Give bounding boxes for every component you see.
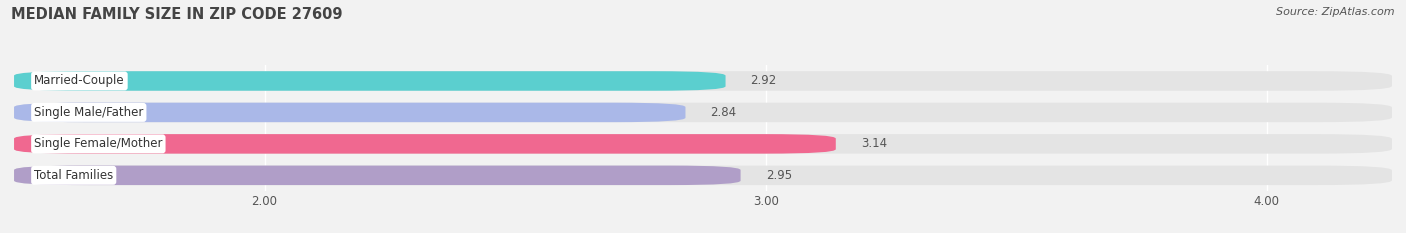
Text: Single Female/Mother: Single Female/Mother bbox=[34, 137, 163, 150]
Text: 2.92: 2.92 bbox=[751, 75, 778, 87]
FancyBboxPatch shape bbox=[14, 166, 741, 185]
Text: 2.95: 2.95 bbox=[766, 169, 792, 182]
Text: Source: ZipAtlas.com: Source: ZipAtlas.com bbox=[1277, 7, 1395, 17]
FancyBboxPatch shape bbox=[14, 134, 835, 154]
Text: 2.84: 2.84 bbox=[710, 106, 737, 119]
Text: Single Male/Father: Single Male/Father bbox=[34, 106, 143, 119]
FancyBboxPatch shape bbox=[14, 71, 725, 91]
Text: MEDIAN FAMILY SIZE IN ZIP CODE 27609: MEDIAN FAMILY SIZE IN ZIP CODE 27609 bbox=[11, 7, 343, 22]
FancyBboxPatch shape bbox=[14, 71, 1392, 91]
Text: 3.14: 3.14 bbox=[860, 137, 887, 150]
FancyBboxPatch shape bbox=[14, 103, 686, 122]
FancyBboxPatch shape bbox=[14, 103, 1392, 122]
FancyBboxPatch shape bbox=[14, 134, 1392, 154]
FancyBboxPatch shape bbox=[14, 166, 1392, 185]
Text: Total Families: Total Families bbox=[34, 169, 114, 182]
Text: Married-Couple: Married-Couple bbox=[34, 75, 125, 87]
